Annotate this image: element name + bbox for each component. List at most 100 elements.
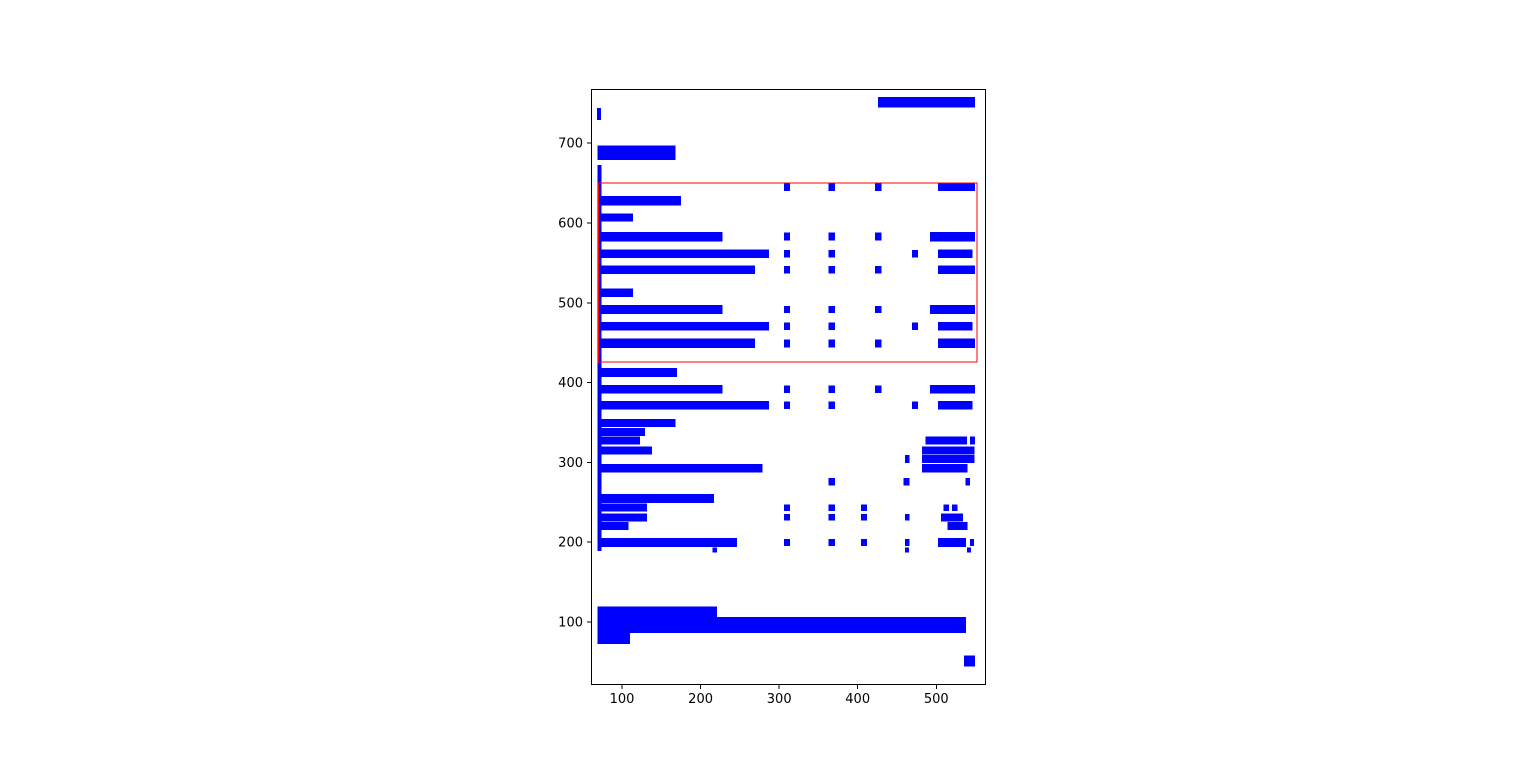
data-rect	[965, 478, 971, 486]
data-rect	[783, 250, 791, 258]
data-rect	[597, 368, 677, 377]
data-rect	[597, 446, 652, 455]
data-rect	[597, 265, 755, 275]
data-rect	[930, 305, 975, 314]
data-rect	[597, 538, 737, 547]
data-rect	[875, 339, 882, 348]
data-rect	[828, 339, 835, 348]
data-rect	[941, 513, 963, 522]
data-rect	[783, 538, 791, 546]
data-rect	[911, 322, 919, 330]
data-rect	[828, 322, 835, 330]
x-tick-label: 500	[924, 692, 949, 707]
data-rect	[875, 266, 882, 274]
data-rect	[828, 478, 835, 486]
data-rect	[597, 428, 645, 436]
y-tick-label: 700	[558, 137, 583, 152]
x-tick-label: 300	[767, 692, 792, 707]
data-rect	[597, 419, 676, 428]
data-rect	[597, 338, 755, 349]
data-rect	[828, 250, 835, 258]
x-tick-label: 400	[845, 692, 870, 707]
data-rect	[828, 401, 835, 409]
x-tick-label: 100	[610, 692, 635, 707]
data-rect	[963, 655, 975, 667]
data-rect	[860, 504, 868, 511]
data-rect	[943, 504, 949, 511]
data-rect	[783, 266, 791, 274]
data-rect	[783, 322, 791, 330]
data-rect	[597, 400, 769, 410]
data-rect	[783, 504, 791, 511]
data-rect	[597, 249, 769, 259]
data-rect	[911, 250, 919, 258]
data-rect	[875, 305, 882, 314]
data-rect	[875, 232, 882, 241]
data-rect	[783, 183, 791, 192]
data-rect	[904, 455, 910, 464]
data-rect	[937, 183, 975, 192]
data-rect	[947, 522, 968, 531]
data-rect	[596, 108, 601, 121]
x-tick-label: 200	[688, 692, 713, 707]
y-tick-label: 600	[558, 217, 583, 232]
data-rect	[597, 606, 718, 618]
data-rect	[860, 514, 868, 521]
data-rect	[966, 547, 971, 553]
y-tick-label: 200	[558, 536, 583, 551]
data-rect	[597, 503, 648, 512]
data-rect	[828, 232, 835, 241]
data-rect	[828, 514, 835, 521]
data-rect	[597, 231, 723, 242]
y-tick-label: 300	[558, 456, 583, 471]
data-rect	[937, 400, 973, 410]
data-rect	[783, 385, 791, 393]
highlight-box	[598, 182, 978, 363]
data-rect	[597, 384, 723, 394]
data-rect	[878, 97, 975, 108]
data-rect	[783, 401, 791, 409]
data-rect	[937, 249, 973, 259]
data-rect	[828, 183, 835, 192]
data-rect	[828, 305, 835, 314]
data-rect	[937, 338, 975, 349]
data-rect	[875, 183, 882, 192]
data-rect	[597, 164, 602, 551]
data-rect	[783, 232, 791, 241]
data-rect	[904, 514, 910, 521]
data-rect	[597, 463, 763, 473]
data-rect	[860, 538, 868, 546]
data-rect	[597, 213, 634, 222]
data-rect	[597, 321, 769, 331]
data-rect	[597, 522, 629, 531]
data-rect	[922, 446, 975, 455]
y-tick-label: 500	[558, 296, 583, 311]
data-rect	[597, 617, 967, 633]
data-rect	[597, 305, 723, 314]
data-rect	[597, 288, 634, 298]
data-rect	[712, 547, 718, 553]
data-rect	[828, 504, 835, 511]
data-rect	[970, 538, 974, 546]
data-rect	[922, 463, 968, 473]
data-rect	[930, 231, 975, 242]
data-rect	[828, 266, 835, 274]
y-tick-label: 100	[558, 615, 583, 630]
data-rect	[952, 504, 958, 511]
axes-frame	[591, 89, 986, 685]
data-rect	[597, 195, 681, 206]
data-rect	[597, 494, 714, 503]
y-tick-label: 400	[558, 376, 583, 391]
data-rect	[875, 385, 882, 393]
data-rect	[783, 514, 791, 521]
data-rect	[937, 265, 975, 275]
data-rect	[597, 145, 676, 160]
data-rect	[783, 339, 791, 348]
data-rect	[597, 436, 641, 445]
data-rect	[828, 538, 835, 546]
data-rect	[783, 305, 791, 314]
data-rect	[970, 436, 975, 445]
data-rect	[911, 401, 919, 409]
